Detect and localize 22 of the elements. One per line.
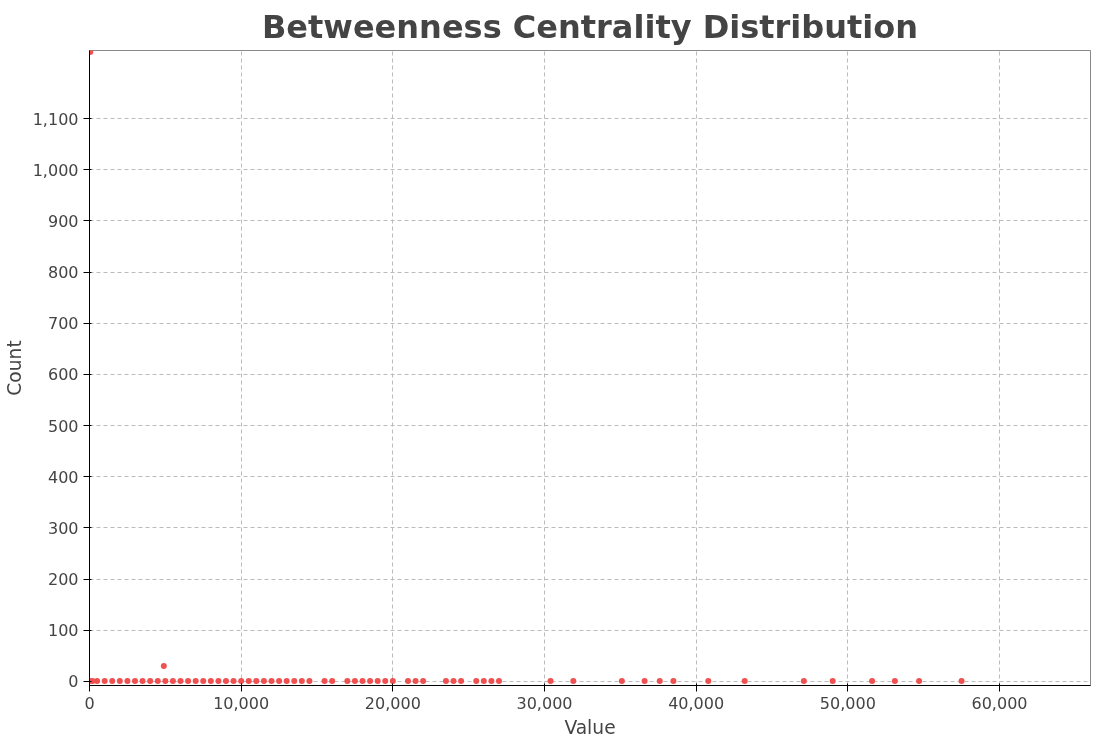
y-tick-label: 600 bbox=[47, 365, 79, 385]
chart-title: Betweenness Centrality Distribution bbox=[261, 7, 919, 46]
y-tick-label: 1,100 bbox=[32, 109, 79, 129]
x-axis-title: Value bbox=[564, 716, 616, 738]
x-tick-label: 50,000 bbox=[819, 693, 876, 713]
x-tick-label: 20,000 bbox=[364, 693, 421, 713]
y-tick-label: 1,000 bbox=[32, 160, 79, 180]
y-tick-label: 700 bbox=[47, 314, 79, 334]
y-axis-title: Count bbox=[3, 340, 25, 396]
y-tick-label: 0 bbox=[68, 672, 79, 692]
y-tick-label: 500 bbox=[47, 416, 79, 436]
x-tick-label: 10,000 bbox=[213, 693, 270, 713]
y-tick-label: 400 bbox=[47, 467, 79, 487]
y-tick-label: 800 bbox=[47, 263, 79, 283]
y-tick-label: 200 bbox=[47, 570, 79, 590]
x-tick-label: 40,000 bbox=[668, 693, 725, 713]
y-tick-label: 300 bbox=[47, 518, 79, 538]
y-tick-label: 900 bbox=[47, 211, 79, 231]
x-tick-label: 30,000 bbox=[516, 693, 573, 713]
x-tick-label: 0 bbox=[84, 693, 95, 713]
x-tick-label: 60,000 bbox=[971, 693, 1028, 713]
y-tick-label: 100 bbox=[47, 621, 79, 641]
